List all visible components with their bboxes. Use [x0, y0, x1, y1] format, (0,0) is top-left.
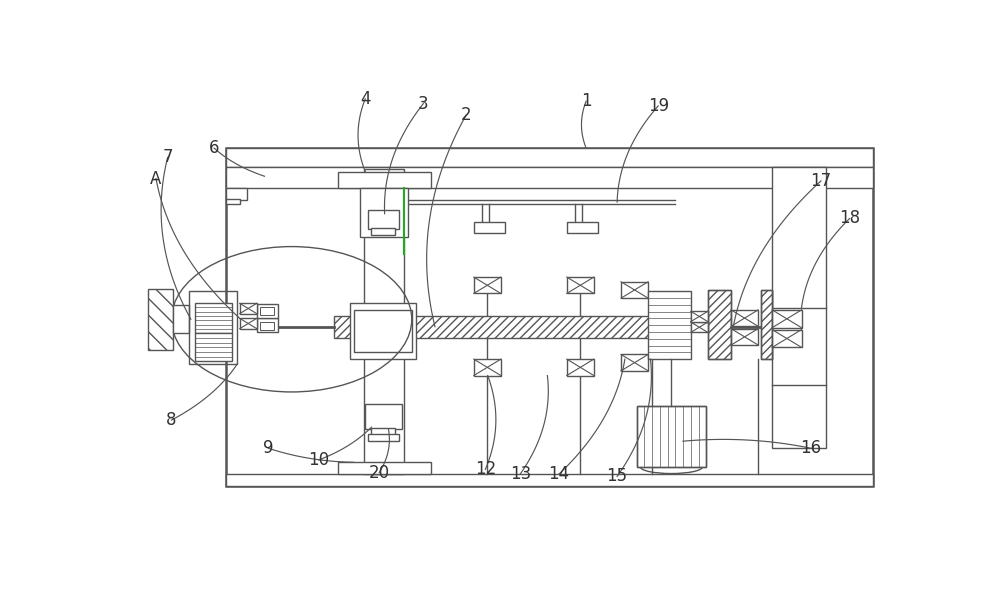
- Bar: [772, 167, 826, 448]
- Bar: [240, 303, 257, 314]
- Bar: [621, 354, 648, 371]
- Bar: [226, 199, 240, 205]
- Bar: [240, 319, 257, 329]
- Bar: [226, 148, 873, 486]
- Text: 4: 4: [360, 90, 370, 108]
- Bar: [761, 290, 772, 359]
- Text: 1: 1: [581, 92, 591, 110]
- Bar: [257, 304, 278, 318]
- Bar: [637, 406, 706, 467]
- Text: 16: 16: [800, 439, 821, 457]
- Text: 19: 19: [648, 97, 669, 115]
- Bar: [260, 306, 274, 315]
- Bar: [195, 333, 232, 362]
- Bar: [371, 228, 395, 235]
- Text: 7: 7: [162, 149, 173, 166]
- Text: 17: 17: [810, 172, 832, 190]
- Bar: [338, 462, 431, 474]
- Text: 14: 14: [548, 465, 570, 483]
- Bar: [226, 167, 873, 188]
- Bar: [772, 329, 802, 347]
- Bar: [189, 291, 237, 364]
- Bar: [772, 310, 802, 328]
- Bar: [648, 291, 691, 359]
- Bar: [226, 474, 873, 486]
- Bar: [226, 188, 247, 200]
- Bar: [350, 303, 416, 359]
- Bar: [368, 434, 399, 441]
- Text: 3: 3: [418, 94, 429, 113]
- Bar: [567, 222, 598, 233]
- Bar: [368, 210, 399, 229]
- Bar: [226, 148, 873, 167]
- Bar: [731, 329, 758, 345]
- Bar: [148, 289, 173, 350]
- Bar: [360, 188, 408, 238]
- Bar: [338, 172, 431, 188]
- Text: 2: 2: [461, 107, 471, 124]
- Bar: [474, 277, 501, 294]
- Bar: [691, 322, 708, 333]
- Bar: [567, 277, 594, 294]
- Bar: [621, 282, 648, 298]
- Text: A: A: [150, 169, 162, 188]
- Text: 6: 6: [209, 139, 219, 157]
- Bar: [691, 311, 708, 322]
- Bar: [260, 322, 274, 330]
- Bar: [257, 319, 278, 333]
- Bar: [365, 404, 402, 429]
- Text: 9: 9: [263, 439, 274, 457]
- Bar: [474, 222, 505, 233]
- Text: 15: 15: [607, 467, 628, 485]
- Text: 10: 10: [308, 451, 329, 469]
- Bar: [708, 290, 731, 359]
- Bar: [173, 305, 189, 333]
- Text: 20: 20: [369, 463, 390, 482]
- Bar: [731, 310, 758, 326]
- Text: 18: 18: [839, 209, 860, 227]
- Text: 8: 8: [166, 411, 177, 429]
- Text: 13: 13: [510, 465, 531, 483]
- Bar: [637, 406, 706, 467]
- Bar: [371, 428, 395, 435]
- Bar: [708, 290, 731, 359]
- Bar: [334, 315, 687, 338]
- Bar: [364, 169, 404, 474]
- Bar: [761, 290, 772, 359]
- Bar: [567, 359, 594, 376]
- Bar: [474, 359, 501, 376]
- Bar: [354, 310, 412, 352]
- Bar: [195, 303, 232, 333]
- Text: 12: 12: [475, 460, 496, 478]
